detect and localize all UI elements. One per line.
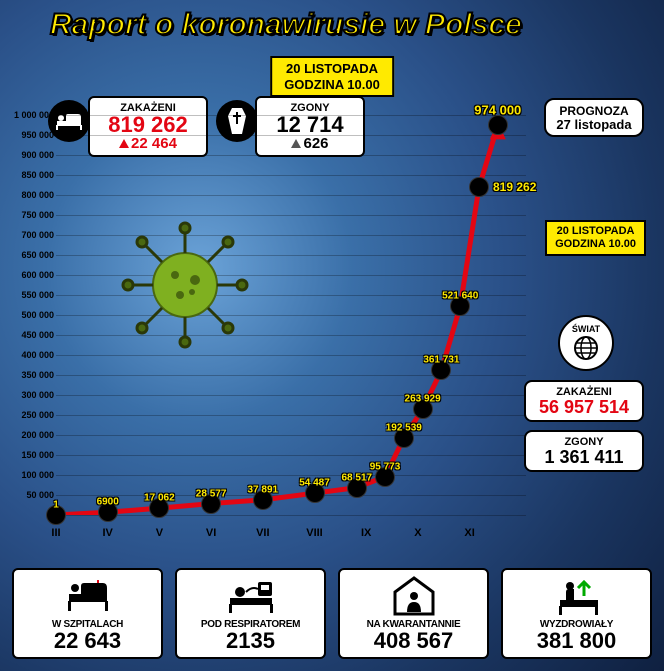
world-deaths-box: ZGONY 1 361 411	[524, 430, 644, 472]
hospital-icon	[18, 573, 157, 619]
y-tick: 850 000	[10, 170, 54, 180]
respirator-icon	[181, 573, 320, 619]
data-label: 974 000	[474, 103, 521, 118]
world-label: ŚWIAT	[572, 324, 600, 334]
stat-box: NA KWARANTANNIE408 567	[338, 568, 489, 659]
y-tick: 300 000	[10, 390, 54, 400]
date-box: 20 LISTOPADA GODZINA 10.00	[270, 56, 394, 97]
data-label: 54 487	[299, 478, 330, 489]
quarantine-icon	[344, 573, 483, 619]
page-title: Raport o koronawirusie w Polsce	[50, 8, 522, 42]
prognoza-label: PROGNOZA	[552, 104, 636, 118]
x-tick: V	[139, 527, 179, 539]
x-tick: VII	[243, 527, 283, 539]
virus-icon	[120, 220, 250, 350]
y-tick: 700 000	[10, 230, 54, 240]
current-marker-box: 20 LISTOPADA GODZINA 10.00	[545, 220, 646, 256]
data-label: 95 773	[370, 461, 401, 472]
y-tick: 800 000	[10, 190, 54, 200]
y-tick: 400 000	[10, 350, 54, 360]
y-tick: 900 000	[10, 150, 54, 160]
prognoza-box: PROGNOZA 27 listopada	[544, 98, 644, 137]
data-point	[469, 177, 489, 197]
x-tick: X	[398, 527, 438, 539]
data-label: 17 062	[144, 493, 175, 504]
data-label: 361 731	[423, 355, 459, 366]
current-line2: GODZINA 10.00	[555, 238, 636, 251]
data-point	[488, 115, 508, 135]
world-infected-box: ZAKAŻENI 56 957 514	[524, 380, 644, 422]
grid-line	[56, 515, 526, 516]
globe-icon	[572, 334, 600, 362]
y-tick: 650 000	[10, 250, 54, 260]
y-tick: 550 000	[10, 290, 54, 300]
world-deaths-value: 1 361 411	[534, 448, 634, 466]
stat-box: POD RESPIRATOREM2135	[175, 568, 326, 659]
x-tick: IV	[88, 527, 128, 539]
x-tick: III	[36, 527, 76, 539]
y-tick: 600 000	[10, 270, 54, 280]
y-tick: 50 000	[10, 490, 54, 500]
stat-box: WYZDROWIAŁY381 800	[501, 568, 652, 659]
y-tick: 500 000	[10, 310, 54, 320]
prognoza-sub: 27 listopada	[552, 118, 636, 131]
data-label: 1	[53, 500, 59, 511]
current-line1: 20 LISTOPADA	[555, 225, 636, 238]
y-tick: 950 000	[10, 130, 54, 140]
data-label: 37 891	[248, 484, 279, 495]
data-label: 521 640	[442, 291, 478, 302]
y-tick: 350 000	[10, 370, 54, 380]
x-tick: VIII	[295, 527, 335, 539]
data-label: 68 517	[342, 472, 373, 483]
data-label: 28 577	[196, 488, 227, 499]
date-line2: GODZINA 10.00	[284, 77, 380, 93]
stat-value: 22 643	[18, 630, 157, 652]
bottom-stats-row: W SZPITALACH22 643POD RESPIRATOREM2135NA…	[12, 568, 652, 659]
main-chart: 050 000100 000150 000200 000250 000300 0…	[10, 115, 530, 545]
data-label: 263 929	[405, 394, 441, 405]
x-tick: XI	[450, 527, 490, 539]
data-label: 192 539	[386, 423, 422, 434]
x-tick: IX	[346, 527, 386, 539]
stat-box: W SZPITALACH22 643	[12, 568, 163, 659]
y-axis: 050 000100 000150 000200 000250 000300 0…	[10, 115, 56, 515]
y-tick: 200 000	[10, 430, 54, 440]
y-tick: 750 000	[10, 210, 54, 220]
stat-value: 381 800	[507, 630, 646, 652]
y-tick: 150 000	[10, 450, 54, 460]
y-tick: 250 000	[10, 410, 54, 420]
world-infected-value: 56 957 514	[534, 398, 634, 416]
stat-value: 408 567	[344, 630, 483, 652]
y-tick: 100 000	[10, 470, 54, 480]
y-tick: 450 000	[10, 330, 54, 340]
y-tick: 1 000 000	[10, 110, 54, 120]
data-label: 819 262	[493, 180, 536, 194]
world-icon: ŚWIAT	[558, 315, 614, 371]
recovered-icon	[507, 573, 646, 619]
date-line1: 20 LISTOPADA	[284, 61, 380, 77]
x-tick: VI	[191, 527, 231, 539]
stat-value: 2135	[181, 630, 320, 652]
data-label: 6900	[97, 497, 119, 508]
